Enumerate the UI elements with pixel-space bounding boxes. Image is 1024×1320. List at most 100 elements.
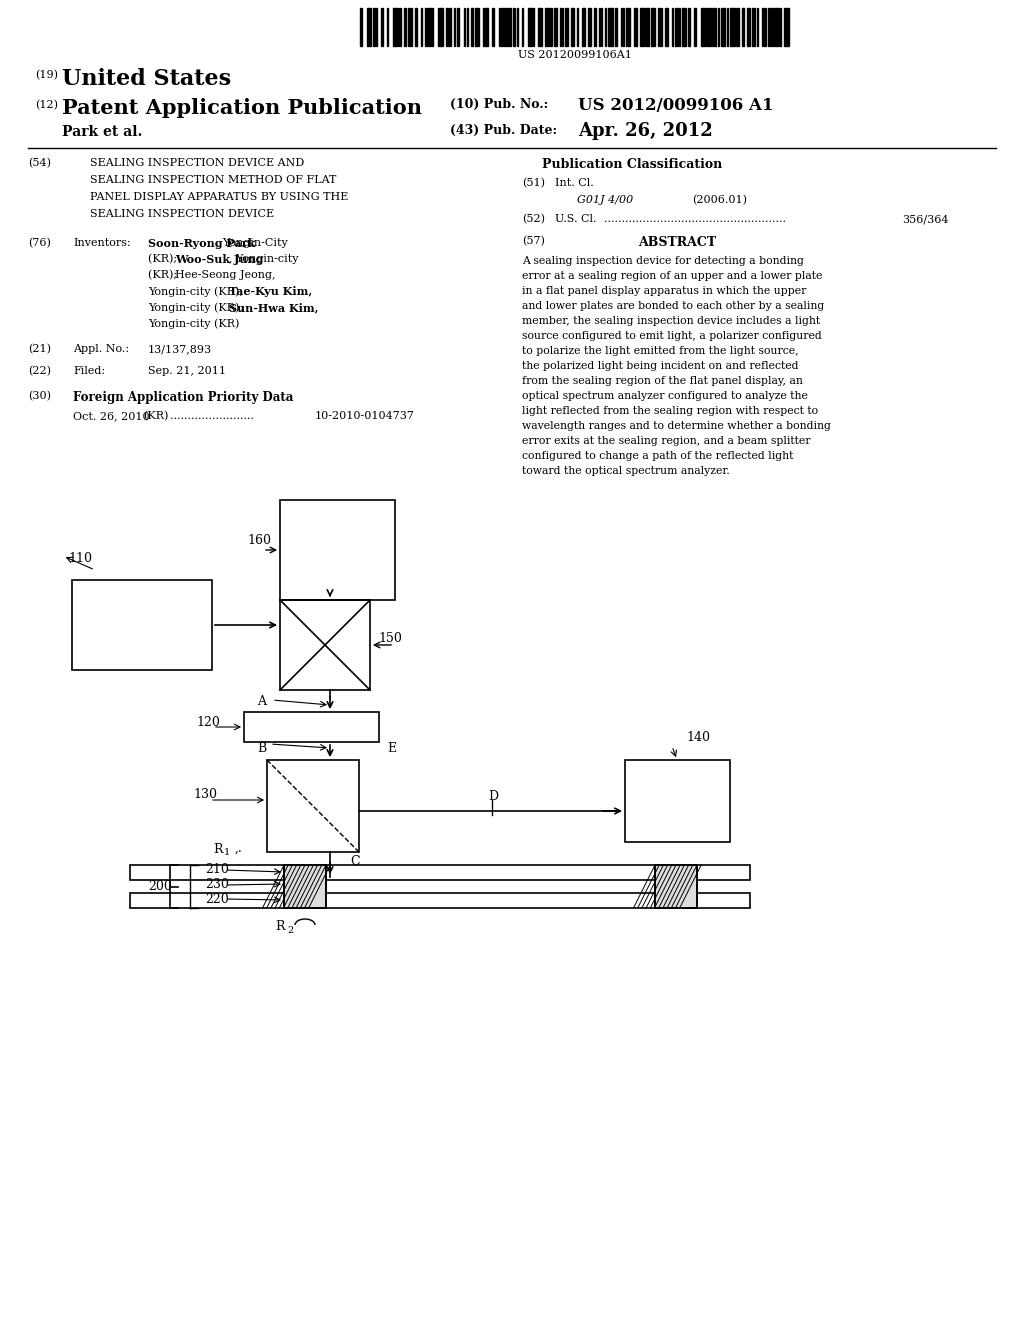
Text: (57): (57): [522, 236, 545, 247]
Text: 356/364: 356/364: [902, 214, 948, 224]
Text: configured to change a path of the reflected light: configured to change a path of the refle…: [522, 451, 794, 461]
Bar: [655, 865, 697, 908]
Text: Yongin-city (KR): Yongin-city (KR): [148, 318, 240, 329]
Text: Park et al.: Park et al.: [62, 125, 142, 139]
Text: Inventors:: Inventors:: [73, 238, 131, 248]
Bar: [570, 8, 574, 46]
Bar: [625, 760, 730, 842]
Bar: [742, 8, 743, 46]
Text: 160: 160: [247, 533, 271, 546]
Text: (22): (22): [28, 366, 51, 376]
Bar: [381, 8, 383, 46]
Bar: [244, 711, 379, 742]
Text: E: E: [387, 742, 396, 755]
Bar: [438, 8, 442, 46]
Bar: [679, 8, 680, 46]
Text: 10-2010-0104737: 10-2010-0104737: [315, 411, 415, 421]
Bar: [660, 8, 663, 46]
Text: ,.: ,.: [234, 843, 243, 855]
Text: 1: 1: [224, 847, 230, 857]
Text: optical spectrum analyzer configured to analyze the: optical spectrum analyzer configured to …: [522, 391, 808, 401]
Text: D: D: [488, 789, 498, 803]
Bar: [730, 8, 735, 46]
Text: R: R: [275, 920, 285, 933]
Text: ........................: ........................: [170, 411, 254, 421]
Bar: [538, 8, 542, 46]
Text: A: A: [257, 696, 266, 708]
Text: 230: 230: [205, 878, 229, 891]
Text: (KR): (KR): [143, 411, 168, 421]
Bar: [522, 8, 523, 46]
Text: 2: 2: [287, 927, 293, 935]
Bar: [432, 8, 433, 46]
Text: from the sealing region of the flat panel display, an: from the sealing region of the flat pane…: [522, 376, 803, 385]
Bar: [449, 8, 452, 46]
Bar: [560, 8, 561, 46]
Bar: [397, 8, 399, 46]
Bar: [588, 8, 592, 46]
Bar: [601, 8, 602, 46]
Text: Yongin-city (KR);: Yongin-city (KR);: [148, 286, 247, 297]
Text: Appl. No.:: Appl. No.:: [73, 345, 129, 354]
Text: United States: United States: [62, 69, 231, 90]
Text: (76): (76): [28, 238, 51, 248]
Text: , Yongin-city: , Yongin-city: [229, 253, 299, 264]
Bar: [130, 865, 750, 880]
Bar: [784, 8, 788, 46]
Bar: [762, 8, 763, 46]
Bar: [508, 8, 511, 46]
Bar: [376, 8, 377, 46]
Bar: [467, 8, 468, 46]
Bar: [415, 8, 417, 46]
Text: Tae-Kyu Kim,: Tae-Kyu Kim,: [229, 286, 312, 297]
Bar: [360, 8, 362, 46]
Text: R: R: [213, 843, 222, 855]
Bar: [694, 8, 696, 46]
Text: light reflected from the sealing region with respect to: light reflected from the sealing region …: [522, 407, 818, 416]
Bar: [284, 865, 326, 908]
Bar: [748, 8, 750, 46]
Text: Filed:: Filed:: [73, 366, 105, 376]
Text: Sep. 21, 2011: Sep. 21, 2011: [148, 366, 226, 376]
Text: (51): (51): [522, 178, 545, 189]
Text: 200: 200: [148, 880, 172, 894]
Text: SEALING INSPECTION DEVICE AND: SEALING INSPECTION DEVICE AND: [90, 158, 304, 168]
Text: ABSTRACT: ABSTRACT: [638, 236, 716, 249]
Bar: [727, 8, 728, 46]
Bar: [605, 8, 606, 46]
Text: ....................................................: ........................................…: [604, 214, 786, 224]
Bar: [634, 8, 637, 46]
Text: Woo-Suk Jung: Woo-Suk Jung: [175, 253, 263, 265]
Text: 13/137,893: 13/137,893: [148, 345, 212, 354]
Bar: [775, 8, 778, 46]
Bar: [714, 8, 716, 46]
Text: (19): (19): [35, 70, 58, 81]
Bar: [779, 8, 781, 46]
Bar: [682, 8, 686, 46]
Text: and lower plates are bonded to each other by a sealing: and lower plates are bonded to each othe…: [522, 301, 824, 312]
Bar: [562, 8, 563, 46]
Bar: [504, 8, 506, 46]
Bar: [387, 8, 388, 46]
Bar: [550, 8, 553, 46]
Bar: [280, 601, 370, 690]
Bar: [672, 8, 673, 46]
Bar: [753, 8, 755, 46]
Bar: [768, 8, 770, 46]
Bar: [280, 500, 395, 601]
Bar: [502, 8, 503, 46]
Text: 140: 140: [686, 731, 710, 744]
Text: member, the sealing inspection device includes a light: member, the sealing inspection device in…: [522, 315, 820, 326]
Bar: [655, 865, 697, 908]
Text: toward the optical spectrum analyzer.: toward the optical spectrum analyzer.: [522, 466, 730, 477]
Text: US 2012/0099106 A1: US 2012/0099106 A1: [578, 96, 773, 114]
Text: Sun-Hwa Kim,: Sun-Hwa Kim,: [229, 302, 318, 313]
Bar: [658, 8, 659, 46]
Text: 110: 110: [68, 552, 92, 565]
Bar: [721, 8, 725, 46]
Bar: [701, 8, 706, 46]
Bar: [528, 8, 531, 46]
Bar: [582, 8, 586, 46]
Text: (12): (12): [35, 100, 58, 111]
Text: Patent Application Publication: Patent Application Publication: [62, 98, 422, 117]
